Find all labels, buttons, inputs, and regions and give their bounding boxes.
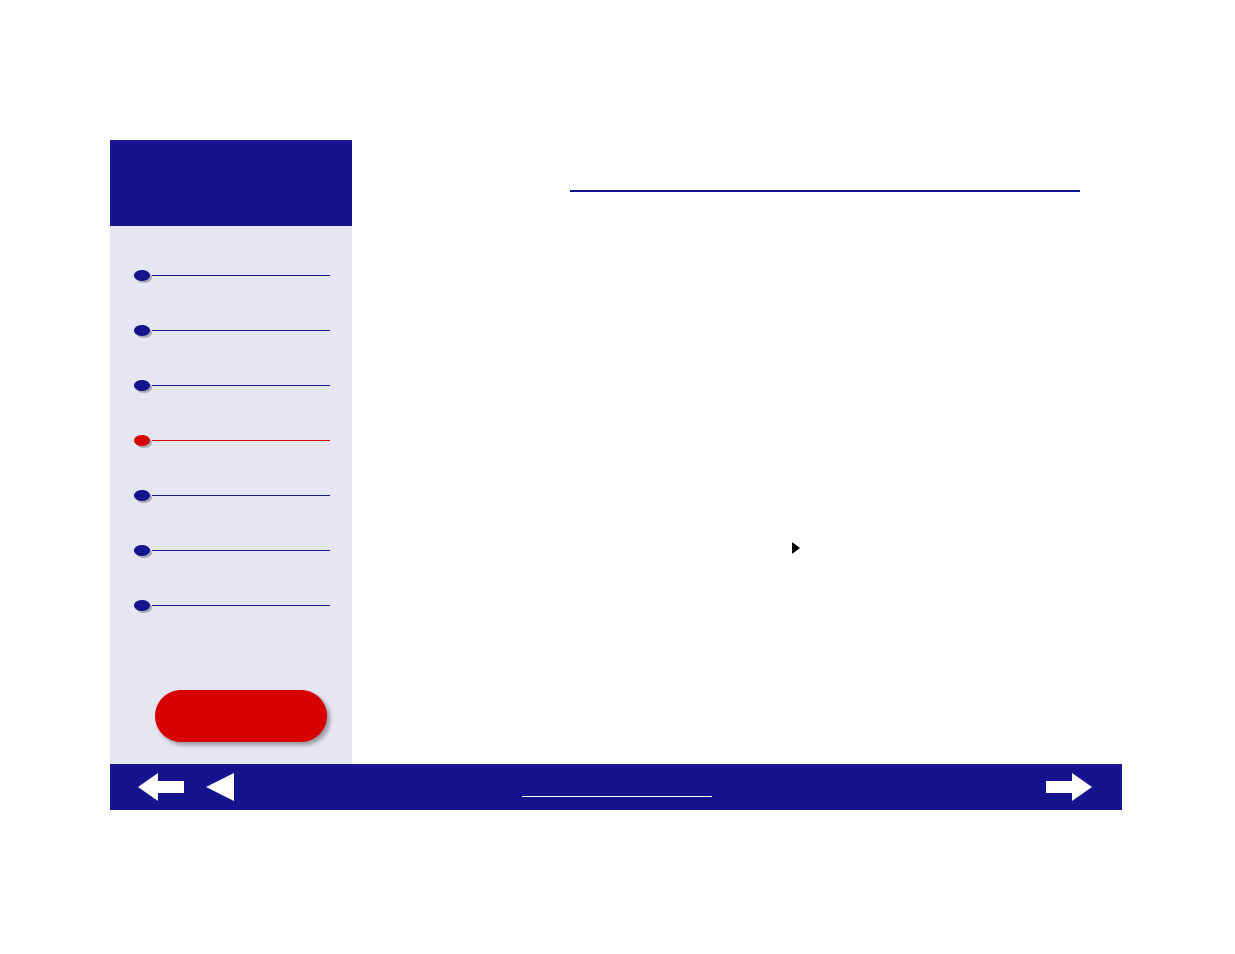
play-marker-icon bbox=[792, 542, 800, 554]
arrow-left-icon bbox=[206, 771, 236, 803]
nav-bullet-icon bbox=[134, 325, 150, 336]
main-title-underline bbox=[570, 190, 1080, 192]
nav-item-4[interactable] bbox=[134, 433, 334, 453]
page-root bbox=[0, 0, 1235, 954]
previous-button[interactable] bbox=[206, 771, 236, 803]
nav-item-underline bbox=[152, 385, 330, 386]
nav-bullet-icon bbox=[134, 545, 150, 556]
nav-item-underline bbox=[152, 495, 330, 496]
arrow-right-icon bbox=[1046, 771, 1092, 803]
nav-item-2[interactable] bbox=[134, 323, 334, 343]
quit-button[interactable] bbox=[155, 690, 327, 742]
nav-item-5[interactable] bbox=[134, 488, 334, 508]
next-button[interactable] bbox=[1046, 771, 1092, 803]
nav-item-underline bbox=[152, 440, 330, 441]
arrow-left-home-icon bbox=[138, 771, 184, 803]
nav-item-6[interactable] bbox=[134, 543, 334, 563]
nav-bullet-icon bbox=[134, 490, 150, 501]
nav-bullet-icon bbox=[134, 435, 150, 446]
nav-bullet-icon bbox=[134, 380, 150, 391]
footer-link-underline[interactable] bbox=[522, 796, 712, 797]
nav-item-underline bbox=[152, 275, 330, 276]
nav-bullet-icon bbox=[134, 270, 150, 281]
nav-item-underline bbox=[152, 330, 330, 331]
nav-item-underline bbox=[152, 605, 330, 606]
footer-bar bbox=[110, 764, 1122, 810]
sidebar-header bbox=[110, 140, 352, 226]
nav-item-3[interactable] bbox=[134, 378, 334, 398]
home-button[interactable] bbox=[138, 771, 184, 803]
nav-item-7[interactable] bbox=[134, 598, 334, 618]
nav-item-1[interactable] bbox=[134, 268, 334, 288]
nav-item-underline bbox=[152, 550, 330, 551]
nav-bullet-icon bbox=[134, 600, 150, 611]
